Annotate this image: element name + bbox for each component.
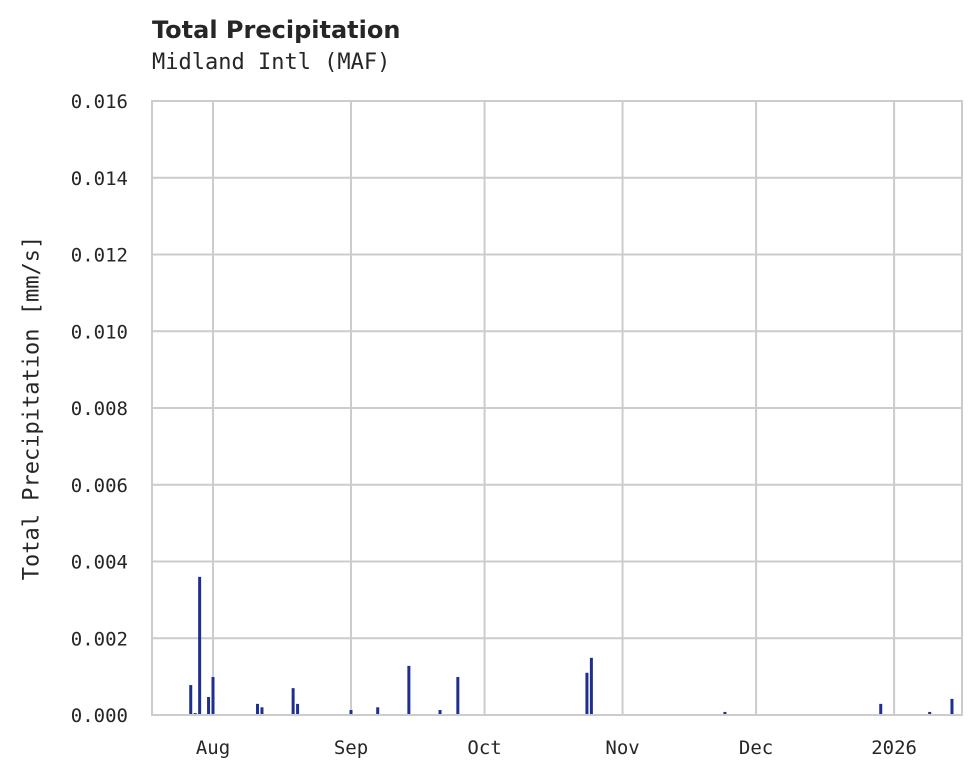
precip-bar xyxy=(198,576,202,715)
precip-bar xyxy=(438,710,442,715)
y-tick-label: 0.008 xyxy=(71,398,128,420)
x-tick-label: Dec xyxy=(739,737,773,759)
y-tick-label: 0.010 xyxy=(71,321,128,343)
chart-title: Total Precipitation xyxy=(152,16,401,44)
precip-bar xyxy=(376,707,380,715)
y-tick-label: 0.002 xyxy=(71,628,128,650)
x-tick-label: Oct xyxy=(467,737,501,759)
precip-bar xyxy=(260,707,264,715)
precip-bar xyxy=(928,711,932,715)
x-tick-label: Aug xyxy=(196,737,230,759)
precip-bar xyxy=(256,703,260,715)
y-tick-label: 0.014 xyxy=(71,168,128,190)
precip-bar xyxy=(585,672,589,715)
precip-bar xyxy=(211,677,215,715)
precip-bar xyxy=(189,685,193,715)
precip-bar xyxy=(723,711,727,715)
precip-bar xyxy=(879,703,883,715)
y-tick-label: 0.012 xyxy=(71,245,128,267)
y-tick-label: 0.006 xyxy=(71,475,128,497)
chart-subtitle: Midland Intl (MAF) xyxy=(152,50,391,75)
y-tick-label: 0.000 xyxy=(71,705,128,727)
precip-bar xyxy=(291,688,295,715)
plot-frame xyxy=(151,100,963,716)
precip-bar xyxy=(589,657,593,715)
x-tick-label: Sep xyxy=(334,737,368,759)
precip-bar xyxy=(296,703,300,715)
precip-bar xyxy=(950,698,954,715)
x-tick-label: Nov xyxy=(605,737,639,759)
precip-bar xyxy=(456,677,460,715)
precip-bar xyxy=(207,696,211,715)
y-tick-label: 0.004 xyxy=(71,552,128,574)
precip-bar xyxy=(349,710,353,715)
x-tick-label: 2026 xyxy=(871,737,917,759)
y-tick-label: 0.016 xyxy=(71,91,128,113)
precip-bar xyxy=(407,665,411,715)
